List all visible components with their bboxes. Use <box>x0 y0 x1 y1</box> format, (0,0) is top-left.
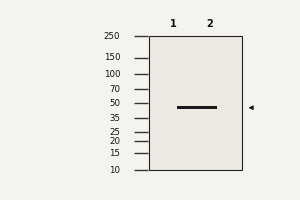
Bar <box>149 36 242 170</box>
Text: 50: 50 <box>109 99 120 108</box>
Text: 100: 100 <box>103 70 120 79</box>
Bar <box>177 106 217 109</box>
Text: 25: 25 <box>109 128 120 137</box>
Text: 70: 70 <box>109 85 120 94</box>
Text: 35: 35 <box>109 114 120 123</box>
Text: 20: 20 <box>109 137 120 146</box>
Text: 10: 10 <box>109 166 120 175</box>
Text: 15: 15 <box>109 149 120 158</box>
Text: 1: 1 <box>170 19 177 29</box>
Text: 2: 2 <box>206 19 213 29</box>
Text: 250: 250 <box>103 32 120 41</box>
Text: 150: 150 <box>103 53 120 62</box>
